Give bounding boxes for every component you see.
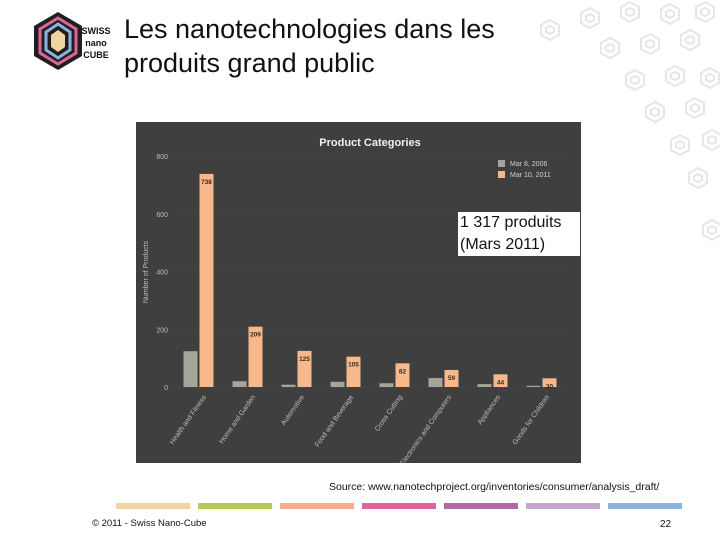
bar-value-label: 105	[348, 362, 359, 369]
x-tick-label: Goods for Children	[512, 394, 551, 446]
y-tick-label: 200	[156, 327, 168, 334]
bar-value-label: 82	[399, 368, 407, 375]
chart-canvas: Product Categories Number of Products 0 2…	[143, 137, 566, 463]
legend-swatch	[498, 160, 505, 167]
footer-stripe	[198, 503, 272, 509]
x-tick-label: Food and Beverage	[314, 394, 355, 448]
x-tick-label: Health and Fitness	[169, 394, 208, 446]
cube-pattern-decoration	[530, 0, 720, 250]
bar-value-label: 30	[546, 383, 554, 390]
x-tick-label: Electronics and Computers	[399, 394, 453, 463]
bar-value-label: 59	[448, 375, 456, 382]
legend-entry: Mar 10, 2011	[510, 172, 551, 179]
logo-text-nano: nano	[85, 38, 107, 48]
footer-copyright: © 2011 - Swiss Nano-Cube	[92, 518, 207, 529]
footer-stripe	[444, 503, 518, 509]
bar-value-label: 738	[201, 179, 212, 186]
footer-stripe	[526, 503, 600, 509]
legend-swatch	[498, 171, 505, 178]
bar-mar-2011	[297, 350, 312, 387]
bar-mar-2011	[199, 173, 214, 387]
bar-mar-2006	[379, 383, 394, 387]
logo-text-swiss: SWISS	[81, 26, 110, 36]
bar-mar-2006	[477, 384, 492, 387]
bar-mar-2006	[232, 381, 247, 387]
y-tick-label: 600	[156, 212, 168, 219]
product-categories-chart: Product Categories Number of Products 0 2…	[136, 122, 581, 463]
bar-mar-2011	[444, 369, 459, 387]
y-axis-label: Number of Products	[143, 240, 150, 303]
y-tick-label: 800	[156, 154, 168, 161]
chart-title: Product Categories	[319, 137, 420, 149]
y-tick-label: 400	[156, 270, 168, 277]
bar-mar-2006	[428, 378, 443, 387]
slide-title: Les nanotechnologies dans les produits g…	[124, 14, 495, 78]
page-number: 22	[660, 519, 672, 530]
product-count-callout: 1 317 produits (Mars 2011)	[458, 212, 580, 256]
footer-stripe	[608, 503, 682, 509]
bar-value-label: 209	[250, 332, 261, 339]
source-note: Source: www.nanotechproject.org/inventor…	[329, 481, 660, 493]
callout-count: 1 317 produits	[460, 214, 562, 231]
bar-mar-2011	[542, 378, 557, 387]
bar-value-label: 125	[299, 356, 310, 363]
footer-stripe	[362, 503, 436, 509]
legend-entry: Mar 8, 2006	[510, 161, 547, 168]
bar-mar-2006	[183, 351, 198, 387]
bar-mar-2011	[395, 363, 410, 387]
callout-date: (Mars 2011)	[460, 236, 546, 253]
bar-mar-2011	[493, 374, 508, 387]
y-tick-label: 0	[164, 385, 168, 392]
bar-mar-2006	[330, 381, 345, 387]
swiss-nano-cube-logo: SWISS nano CUBE	[18, 10, 118, 78]
x-tick-label: Automotive	[280, 394, 306, 427]
logo-text-cube: CUBE	[83, 50, 109, 60]
bar-mar-2006	[526, 385, 541, 387]
bar-value-label: 44	[497, 379, 505, 386]
bar-mar-2011	[248, 326, 263, 387]
bar-mar-2011	[346, 356, 361, 387]
footer-stripe	[280, 503, 354, 509]
bar-mar-2006	[281, 384, 296, 387]
x-tick-label: Home and Garden	[218, 394, 257, 445]
footer-color-stripes	[116, 503, 686, 509]
x-tick-label: Appliances	[477, 394, 503, 426]
x-tick-label: Cross Cutting	[374, 394, 404, 433]
footer-stripe	[116, 503, 190, 509]
